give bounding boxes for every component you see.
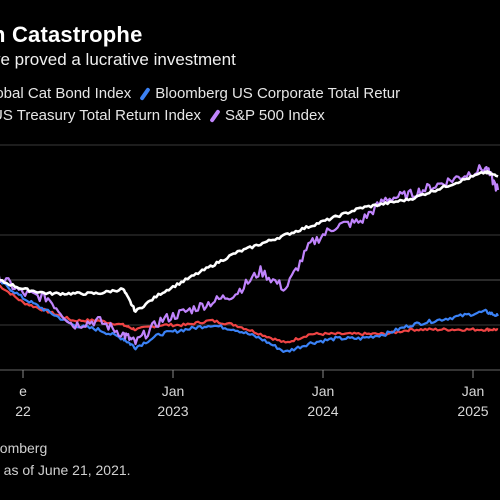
x-tick-year-label: 22 (15, 403, 31, 419)
legend-label-corporate: Bloomberg US Corporate Total Retur (155, 85, 401, 102)
x-tick-year-label: 2023 (157, 403, 188, 419)
x-tick-year-label: 2024 (307, 403, 338, 419)
legend-label-treasury: US Treasury Total Return Index (0, 107, 201, 124)
x-tick-month-label: e (19, 383, 27, 399)
legend-label-cat-bond: lobal Cat Bond Index (0, 85, 132, 102)
x-tick-month-label: Jan (312, 383, 335, 399)
series-line-corporate (0, 278, 499, 353)
legend-row-2: US Treasury Total Return Index S&P 500 I… (0, 107, 335, 124)
legend-item-sp500: S&P 500 Index (209, 107, 325, 124)
source-note: oomberg (0, 440, 48, 456)
x-tick-year-label: 2025 (457, 403, 488, 419)
legend-label-sp500: S&P 500 Index (225, 107, 325, 124)
x-tick-month-label: Jan (162, 383, 185, 399)
series-line-cat-bond (0, 170, 499, 313)
series-line-treasury (0, 284, 499, 344)
legend-row-1: lobal Cat Bond Index Bloomberg US Corpor… (0, 85, 410, 102)
series-line-sp500 (0, 164, 500, 346)
data-date-note: d as of June 21, 2021. (0, 462, 131, 478)
legend-item-treasury: US Treasury Total Return Index (0, 107, 201, 124)
chart-subtitle: ve proved a lucrative investment (0, 50, 236, 69)
legend-item-corporate: Bloomberg US Corporate Total Retur (139, 85, 401, 102)
chart-title: n Catastrophe (0, 22, 143, 47)
x-tick-month-label: Jan (462, 383, 485, 399)
legend-item-cat-bond: lobal Cat Bond Index (0, 85, 131, 102)
